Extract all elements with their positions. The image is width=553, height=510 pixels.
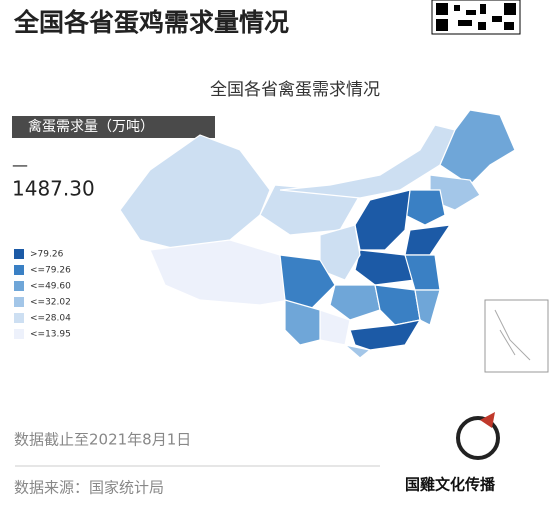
legend-swatch (14, 249, 24, 259)
legend-swatch (14, 297, 24, 307)
legend-swatch (14, 281, 24, 291)
legend-label: <=32.02 (30, 298, 71, 308)
legend-label: <=13.95 (30, 330, 71, 340)
footer-source: 数据来源：国家统计局 (14, 479, 164, 497)
legend-label: >79.26 (30, 250, 64, 260)
measure-label-box (12, 116, 215, 138)
legend-swatch (14, 265, 24, 275)
china-map (119, 109, 516, 359)
legend-label: <=49.60 (30, 282, 71, 292)
south-sea-inset (484, 299, 549, 373)
dash: — (12, 156, 28, 175)
logo (456, 412, 500, 460)
logo-text: 国雞文化传播 (405, 476, 496, 494)
legend-swatch (14, 329, 24, 339)
legend-label: <=79.26 (30, 266, 71, 276)
map-title: 全国各省禽蛋需求情况 (210, 80, 380, 100)
page-title: 全国各省蛋鸡需求量情况 (13, 8, 289, 37)
legend-swatch (14, 313, 24, 323)
total-value: 1487.30 (12, 177, 95, 201)
footer-date: 数据截止至2021年8月1日 (14, 431, 191, 449)
qr-code (431, 0, 521, 35)
measure-label: 禽蛋需求量（万吨） (28, 118, 154, 135)
inset-islands (494, 309, 531, 361)
legend-label: <=28.04 (30, 314, 71, 324)
legend: >79.26 <=79.26 <=49.60 <=32.02 <=28.04 <=13.9… (14, 249, 71, 340)
